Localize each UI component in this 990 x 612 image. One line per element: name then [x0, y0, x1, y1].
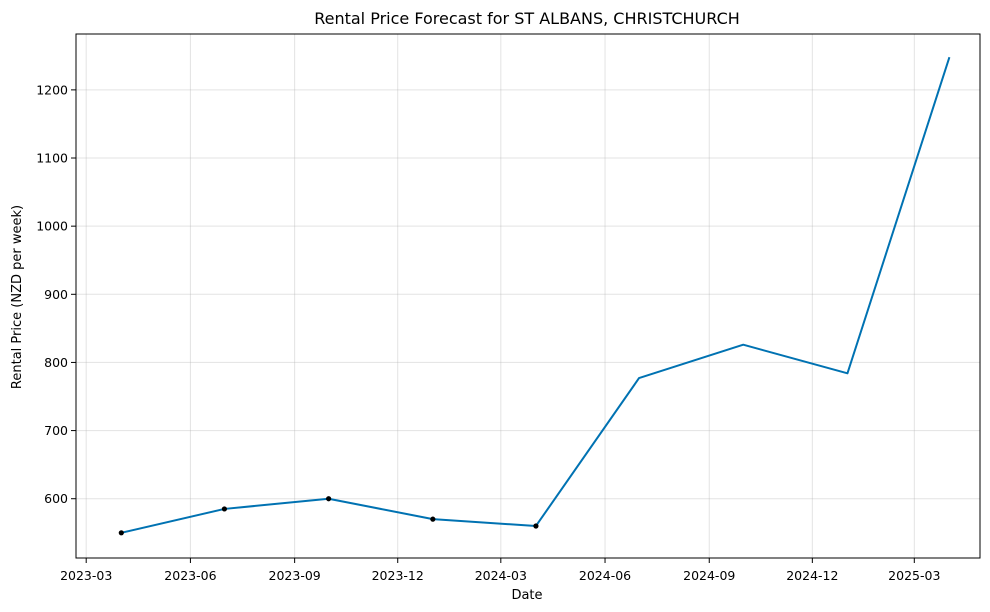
x-tick-label: 2024-06 [579, 568, 631, 583]
forecast-series-line [121, 56, 951, 534]
grid [76, 34, 980, 558]
x-tick-label: 2023-03 [60, 568, 112, 583]
y-tick-label: 800 [44, 355, 68, 370]
x-axis-label: Date [511, 588, 542, 603]
x-tick-label: 2023-06 [164, 568, 216, 583]
y-tick-label: 1100 [36, 151, 68, 166]
x-tick-label: 2023-12 [372, 568, 424, 583]
y-tick-label: 1000 [36, 219, 68, 234]
series-layer [121, 56, 951, 534]
y-axis-ticks: 600 700 800 900 1000 1100 1200 [36, 82, 76, 506]
x-tick-label: 2025-03 [888, 568, 940, 583]
chart-title: Rental Price Forecast for ST ALBANS, CHR… [314, 9, 740, 28]
plot-frame [75, 33, 981, 559]
observed-point [533, 523, 539, 529]
observed-point [430, 516, 436, 522]
x-tick-label: 2024-03 [475, 568, 527, 583]
observed-point [221, 506, 228, 512]
y-tick-label: 1200 [36, 82, 68, 97]
observed-point [326, 496, 332, 502]
observed-points [118, 496, 539, 536]
y-axis-label: Rental Price (NZD per week) [10, 205, 25, 389]
x-tick-label: 2023-09 [269, 568, 321, 583]
y-tick-label: 900 [44, 287, 68, 302]
x-axis-ticks: 2023-03 2023-06 2023-09 2023-12 2024-03 2024-… [60, 558, 940, 583]
x-tick-label: 2024-09 [683, 568, 735, 583]
y-tick-label: 700 [44, 423, 68, 438]
observed-point [118, 530, 124, 536]
x-tick-label: 2024-12 [786, 568, 838, 583]
y-tick-label: 600 [44, 491, 68, 506]
